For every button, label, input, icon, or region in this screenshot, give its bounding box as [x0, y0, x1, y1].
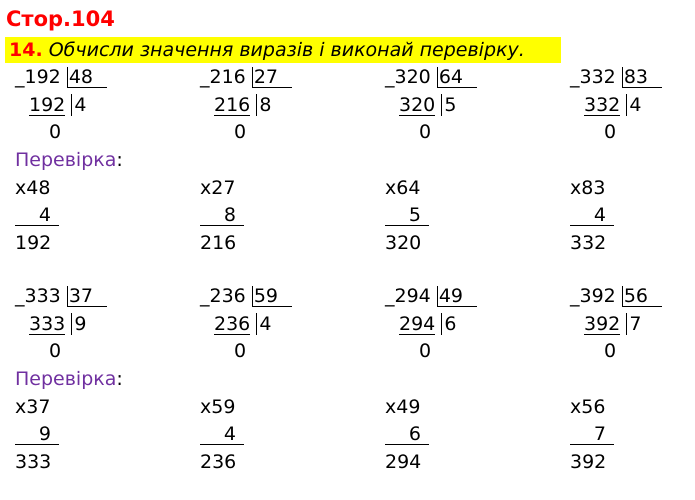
- quotient: 5: [441, 94, 457, 116]
- multiplicand: x83: [570, 177, 606, 199]
- subtrahend: 236: [214, 313, 251, 335]
- product: 236: [200, 451, 237, 473]
- check-label: Перевірка:: [15, 149, 123, 171]
- dividend: 332: [579, 66, 616, 88]
- remainder: 0: [419, 340, 432, 362]
- task-heading: 14. Обчисли значення виразів і виконай п…: [5, 37, 561, 63]
- subtrahend: 320: [399, 94, 436, 116]
- check-label-text: Перевірка: [15, 149, 117, 171]
- divisor: 49: [436, 286, 477, 307]
- task-text: Обчисли значення виразів і виконай перев…: [48, 39, 525, 61]
- subtrahend: 192: [29, 94, 66, 116]
- minus-sign: _: [15, 285, 25, 307]
- multiplicand: x56: [570, 396, 606, 418]
- multiplicand: x27: [200, 177, 236, 199]
- multiplicand: x59: [200, 396, 236, 418]
- multiplicand: x48: [15, 177, 51, 199]
- divisor: 64: [436, 67, 477, 88]
- quotient: 7: [626, 313, 642, 335]
- task-number: 14.: [9, 39, 43, 61]
- page-number: Стор.104: [6, 7, 115, 31]
- minus-sign: _: [385, 66, 395, 88]
- subtrahend: 333: [29, 313, 66, 335]
- minus-sign: _: [385, 285, 395, 307]
- remainder: 0: [49, 340, 62, 362]
- minus-sign: _: [570, 285, 580, 307]
- subtrahend: 294: [399, 313, 436, 335]
- quotient: 4: [256, 313, 272, 335]
- quotient: 9: [71, 313, 87, 335]
- product: 320: [385, 232, 422, 254]
- product: 216: [200, 232, 237, 254]
- multiplier: 9: [15, 424, 59, 445]
- product: 333: [15, 451, 52, 473]
- quotient: 6: [441, 313, 457, 335]
- dividend: 236: [209, 285, 246, 307]
- dividend: 320: [394, 66, 431, 88]
- divisor: 27: [251, 67, 292, 88]
- divisor: 37: [66, 286, 107, 307]
- divisor: 83: [621, 67, 662, 88]
- subtrahend: 216: [214, 94, 251, 116]
- multiplier: 5: [385, 205, 429, 226]
- divisor: 48: [66, 67, 107, 88]
- remainder: 0: [419, 121, 432, 143]
- quotient: 8: [256, 94, 272, 116]
- multiplier: 7: [570, 424, 614, 445]
- remainder: 0: [604, 340, 617, 362]
- remainder: 0: [604, 121, 617, 143]
- multiplier: 8: [200, 205, 244, 226]
- remainder: 0: [234, 340, 247, 362]
- multiplier: 4: [200, 424, 244, 445]
- multiplicand: x37: [15, 396, 51, 418]
- multiplier: 6: [385, 424, 429, 445]
- dividend: 333: [24, 285, 61, 307]
- subtrahend: 332: [584, 94, 621, 116]
- remainder: 0: [234, 121, 247, 143]
- quotient: 4: [71, 94, 87, 116]
- check-label-text: Перевірка: [15, 368, 117, 390]
- dividend: 392: [579, 285, 616, 307]
- multiplier: 4: [570, 205, 614, 226]
- dividend: 216: [209, 66, 246, 88]
- minus-sign: _: [200, 285, 210, 307]
- remainder: 0: [49, 121, 62, 143]
- minus-sign: _: [570, 66, 580, 88]
- quotient: 4: [626, 94, 642, 116]
- divisor: 59: [251, 286, 292, 307]
- subtrahend: 392: [584, 313, 621, 335]
- dividend: 192: [24, 66, 61, 88]
- check-label: Перевірка:: [15, 368, 123, 390]
- multiplicand: x49: [385, 396, 421, 418]
- divisor: 56: [621, 286, 662, 307]
- multiplier: 4: [15, 205, 59, 226]
- multiplicand: x64: [385, 177, 421, 199]
- product: 392: [570, 451, 607, 473]
- dividend: 294: [394, 285, 431, 307]
- minus-sign: _: [15, 66, 25, 88]
- minus-sign: _: [200, 66, 210, 88]
- product: 332: [570, 232, 607, 254]
- product: 192: [15, 232, 52, 254]
- product: 294: [385, 451, 422, 473]
